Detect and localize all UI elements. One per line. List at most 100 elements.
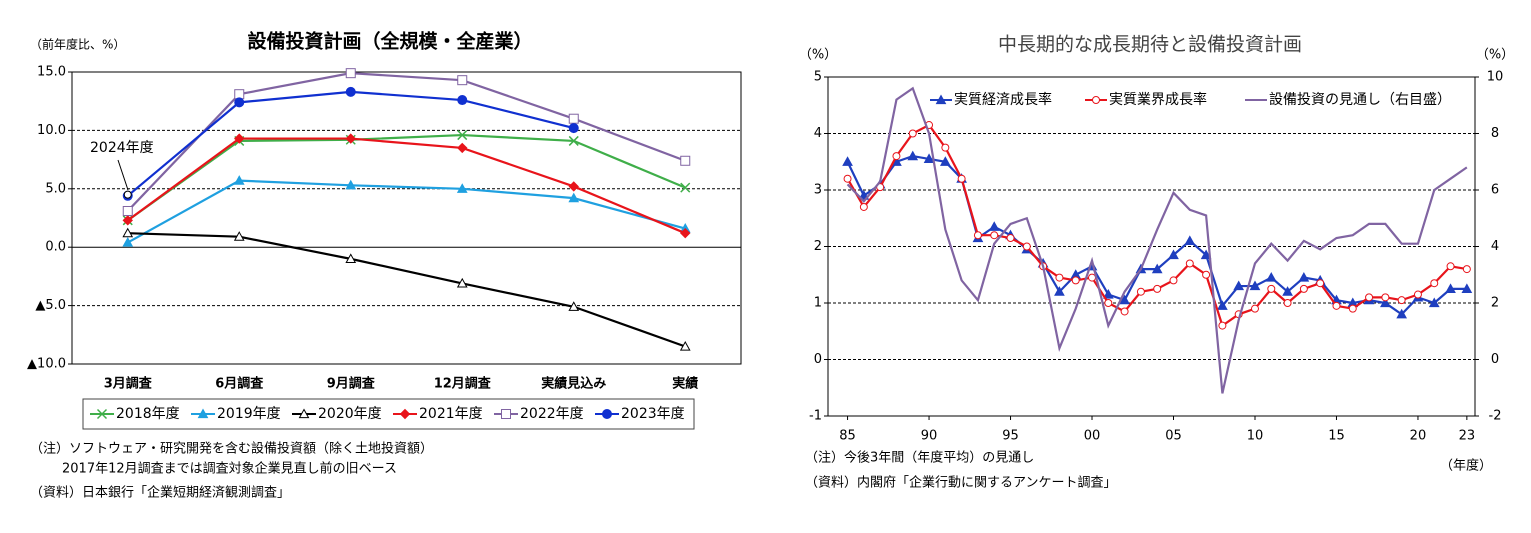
marker: [1348, 304, 1357, 313]
marker: [680, 182, 691, 193]
marker: [1136, 287, 1145, 296]
y-tick-label: ▲10.0: [27, 357, 66, 372]
x-tick-label: 3月調査: [104, 376, 153, 392]
x-tick-label: 9月調査: [327, 376, 376, 392]
marker: [345, 253, 357, 263]
y-tick-label: 10.0: [37, 123, 66, 138]
y2-tick-label: 10: [1487, 70, 1504, 85]
marker: [122, 205, 133, 216]
marker: [568, 123, 579, 134]
marker: [345, 86, 356, 97]
x-tick-label: 実績: [672, 376, 698, 392]
marker: [1462, 265, 1471, 274]
marker: [1445, 283, 1456, 293]
x-tick-label: 23: [1459, 429, 1476, 444]
marker: [501, 409, 511, 419]
y2-tick-label: 0: [1491, 352, 1499, 367]
x-tick-label: 95: [1002, 429, 1019, 444]
y-tick-label: -1: [809, 409, 822, 424]
x-tick-label: 実績見込み: [541, 376, 606, 392]
legend-label: 実質業界成長率: [1109, 91, 1207, 108]
marker: [1184, 235, 1196, 245]
marker: [1298, 272, 1310, 282]
marker: [122, 227, 134, 238]
series-line: [127, 179, 686, 244]
series-line: [846, 86, 1468, 394]
marker: [1119, 294, 1130, 305]
marker: [234, 97, 245, 108]
marker: [345, 179, 357, 190]
note: （資料）内閣府「企業行動に関するアンケート調査」: [805, 475, 1116, 491]
marker: [908, 129, 917, 138]
marker: [568, 301, 580, 311]
marker: [1054, 286, 1065, 296]
marker: [456, 183, 468, 193]
marker: [602, 409, 612, 419]
marker: [1249, 280, 1261, 291]
marker: [234, 89, 245, 100]
legend-label: 2022年度: [520, 406, 584, 422]
marker: [457, 95, 468, 106]
marker: [680, 155, 691, 166]
marker: [1365, 293, 1374, 302]
y-tick-label: 5.0: [45, 181, 66, 196]
marker: [935, 94, 947, 105]
marker: [907, 150, 919, 161]
marker: [298, 408, 310, 419]
marker: [1316, 279, 1325, 288]
marker: [1430, 279, 1439, 288]
plot-frame: [71, 71, 742, 365]
marker: [1006, 234, 1015, 243]
marker: [233, 231, 245, 241]
marker: [1185, 259, 1194, 268]
marker: [1202, 270, 1211, 279]
note: （注）今後3年間（年度平均）の見通し: [805, 450, 1034, 466]
series-line: [127, 133, 686, 222]
marker: [123, 190, 132, 199]
note: （資料）日本銀行「企業短期経済観測調査」: [30, 485, 290, 501]
marker: [457, 130, 468, 141]
marker: [457, 142, 468, 154]
marker: [568, 192, 580, 203]
marker: [456, 277, 468, 288]
chart-title: 設備投資計画（全規模・全産業）: [247, 30, 532, 53]
marker: [568, 181, 579, 192]
marker: [1413, 290, 1422, 299]
marker: [457, 75, 468, 86]
x-tick-label: 85: [839, 429, 856, 444]
y-tick-label: 4: [814, 126, 822, 141]
marker: [1397, 296, 1406, 305]
y-tick-label: 0.0: [45, 240, 66, 255]
marker: [1380, 297, 1391, 308]
series-line: [126, 72, 686, 212]
x-tick-label: 20: [1410, 429, 1427, 444]
marker: [892, 152, 901, 161]
marker: [1282, 286, 1293, 296]
marker: [988, 221, 1000, 231]
marker: [1168, 249, 1179, 260]
y-tick-label: 2: [814, 239, 822, 254]
x-tick-label: 12月調査: [434, 376, 492, 392]
series-line: [846, 123, 1468, 328]
marker: [1396, 308, 1408, 319]
marker: [1071, 276, 1080, 285]
marker: [197, 408, 209, 419]
x-tick-label: 6月調査: [215, 376, 264, 392]
marker: [1250, 304, 1259, 313]
marker: [1102, 288, 1114, 299]
marker: [122, 215, 133, 226]
marker: [568, 113, 579, 124]
marker: [1104, 299, 1113, 307]
marker: [1200, 249, 1212, 260]
y2-axis-label: （%）: [1476, 48, 1514, 63]
x-tick-label: 15: [1328, 429, 1345, 444]
y2-tick-label: 2: [1491, 296, 1499, 311]
marker: [1381, 293, 1390, 302]
marker: [345, 68, 356, 79]
x-tick-label: 05: [1165, 429, 1182, 444]
marker: [345, 133, 356, 144]
y-tick-label: 15.0: [37, 65, 66, 80]
series-line: [127, 137, 686, 235]
x-tick-label: 90: [921, 429, 938, 444]
